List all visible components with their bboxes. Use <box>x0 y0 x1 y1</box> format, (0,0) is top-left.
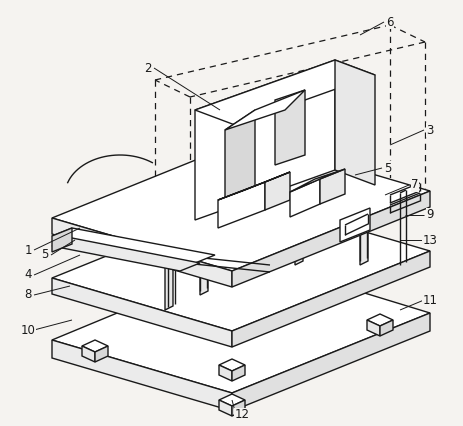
Polygon shape <box>165 248 173 310</box>
Polygon shape <box>225 90 304 130</box>
Text: 3: 3 <box>425 124 433 136</box>
Polygon shape <box>165 244 188 252</box>
Polygon shape <box>52 138 429 271</box>
Polygon shape <box>294 199 319 207</box>
Polygon shape <box>339 208 369 242</box>
Text: 5: 5 <box>383 161 391 175</box>
Polygon shape <box>52 218 232 287</box>
Polygon shape <box>264 172 289 210</box>
Polygon shape <box>200 233 207 295</box>
Polygon shape <box>52 340 232 411</box>
Text: 13: 13 <box>422 233 437 247</box>
Polygon shape <box>366 314 392 326</box>
Polygon shape <box>289 179 319 217</box>
Polygon shape <box>218 182 264 228</box>
Polygon shape <box>294 203 302 265</box>
Polygon shape <box>52 228 72 252</box>
Polygon shape <box>52 238 200 271</box>
Polygon shape <box>379 320 392 336</box>
Polygon shape <box>52 198 429 331</box>
Polygon shape <box>194 60 334 220</box>
Polygon shape <box>232 400 244 416</box>
Polygon shape <box>232 365 244 381</box>
Polygon shape <box>82 346 95 362</box>
Text: 1: 1 <box>24 244 31 256</box>
Polygon shape <box>52 278 232 347</box>
Text: 12: 12 <box>234 409 249 421</box>
Polygon shape <box>319 169 344 204</box>
Polygon shape <box>219 365 232 381</box>
Polygon shape <box>232 251 429 347</box>
Polygon shape <box>289 169 344 192</box>
Polygon shape <box>194 60 374 125</box>
Text: 2: 2 <box>144 61 151 75</box>
Text: 4: 4 <box>24 268 31 282</box>
Polygon shape <box>359 203 367 265</box>
Polygon shape <box>200 229 224 237</box>
Text: 7: 7 <box>410 178 418 192</box>
Text: 11: 11 <box>422 294 437 306</box>
Polygon shape <box>219 394 244 406</box>
Polygon shape <box>82 340 108 352</box>
Polygon shape <box>218 172 289 200</box>
Polygon shape <box>219 359 244 371</box>
Polygon shape <box>219 400 232 416</box>
Polygon shape <box>232 191 429 287</box>
Polygon shape <box>366 320 379 336</box>
Text: 10: 10 <box>20 323 35 337</box>
Polygon shape <box>225 110 255 210</box>
Text: 9: 9 <box>425 208 433 222</box>
Polygon shape <box>232 313 429 411</box>
Polygon shape <box>52 228 214 263</box>
Polygon shape <box>95 346 108 362</box>
Text: 6: 6 <box>385 15 393 29</box>
Polygon shape <box>52 258 429 393</box>
Polygon shape <box>275 90 304 165</box>
Polygon shape <box>359 199 383 207</box>
Polygon shape <box>334 60 374 185</box>
Text: 5: 5 <box>41 248 49 262</box>
Text: 8: 8 <box>24 288 31 302</box>
